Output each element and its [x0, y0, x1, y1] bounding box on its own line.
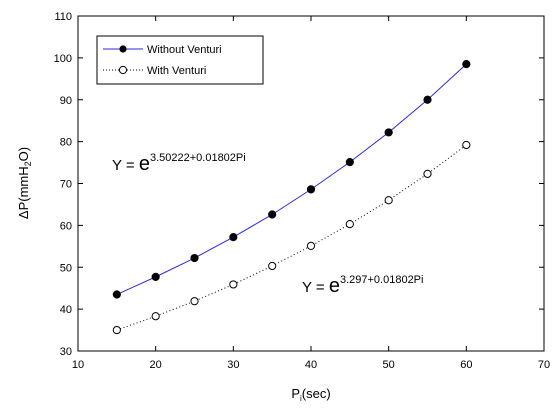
data-point-with-venturi — [384, 196, 393, 205]
y-tick-label: 60 — [60, 220, 72, 232]
data-point-without-venturi — [462, 60, 471, 69]
y-tick-label: 100 — [54, 53, 72, 65]
x-tick-label: 10 — [72, 359, 84, 371]
series-line-with-venturi — [116, 144, 467, 331]
equation-without-venturi: Y = e3.50222+0.01802Pi — [112, 152, 246, 175]
y-tick-label: 70 — [60, 179, 72, 191]
data-point-without-venturi — [112, 290, 121, 299]
y-tick-label: 30 — [60, 346, 72, 358]
y-tick-label: 80 — [60, 137, 72, 149]
series-line-without-venturi — [116, 63, 467, 295]
y-axis-title: ΔP(mmH2O) — [16, 147, 33, 219]
data-point-without-venturi — [306, 185, 316, 194]
x-tick-label: 70 — [538, 359, 550, 371]
x-tick-label: 40 — [305, 359, 317, 371]
equation-with-venturi: Y = e3.297+0.01802Pi — [302, 274, 423, 297]
data-point-with-venturi — [423, 169, 432, 178]
data-point-with-venturi — [151, 312, 160, 321]
x-tick-label: 30 — [227, 359, 239, 371]
y-tick-label: 40 — [60, 304, 72, 316]
y-tick-label: 50 — [60, 262, 72, 274]
legend: Without Venturi With Venturi — [96, 35, 264, 85]
y-tick-label: 90 — [60, 95, 72, 107]
data-point-without-venturi — [190, 253, 199, 263]
data-point-without-venturi — [229, 233, 238, 242]
data-point-with-venturi — [345, 220, 354, 229]
legend-label-without-venturi: Without Venturi — [147, 44, 222, 56]
data-point-with-venturi — [462, 140, 471, 150]
legend-marker-with-venturi — [118, 65, 128, 75]
legend-label-with-venturi: With Venturi — [147, 65, 206, 77]
data-point-without-venturi — [345, 158, 354, 167]
x-axis-title: Pi(sec) — [291, 386, 330, 403]
y-tick-label: 110 — [54, 11, 72, 23]
data-point-with-venturi — [229, 280, 238, 289]
data-point-with-venturi — [190, 297, 199, 306]
x-tick-label: 50 — [383, 359, 395, 371]
data-point-with-venturi — [112, 325, 121, 335]
x-tick-label: 60 — [460, 359, 472, 371]
x-tick-label: 20 — [150, 359, 162, 371]
data-point-with-venturi — [306, 241, 316, 250]
legend-box — [96, 35, 264, 85]
data-point-without-venturi — [268, 210, 277, 219]
legend-marker-without-venturi — [119, 45, 127, 53]
data-point-without-venturi — [423, 95, 432, 104]
data-point-without-venturi — [151, 272, 160, 281]
data-point-without-venturi — [384, 128, 393, 137]
data-point-with-venturi — [268, 261, 277, 271]
